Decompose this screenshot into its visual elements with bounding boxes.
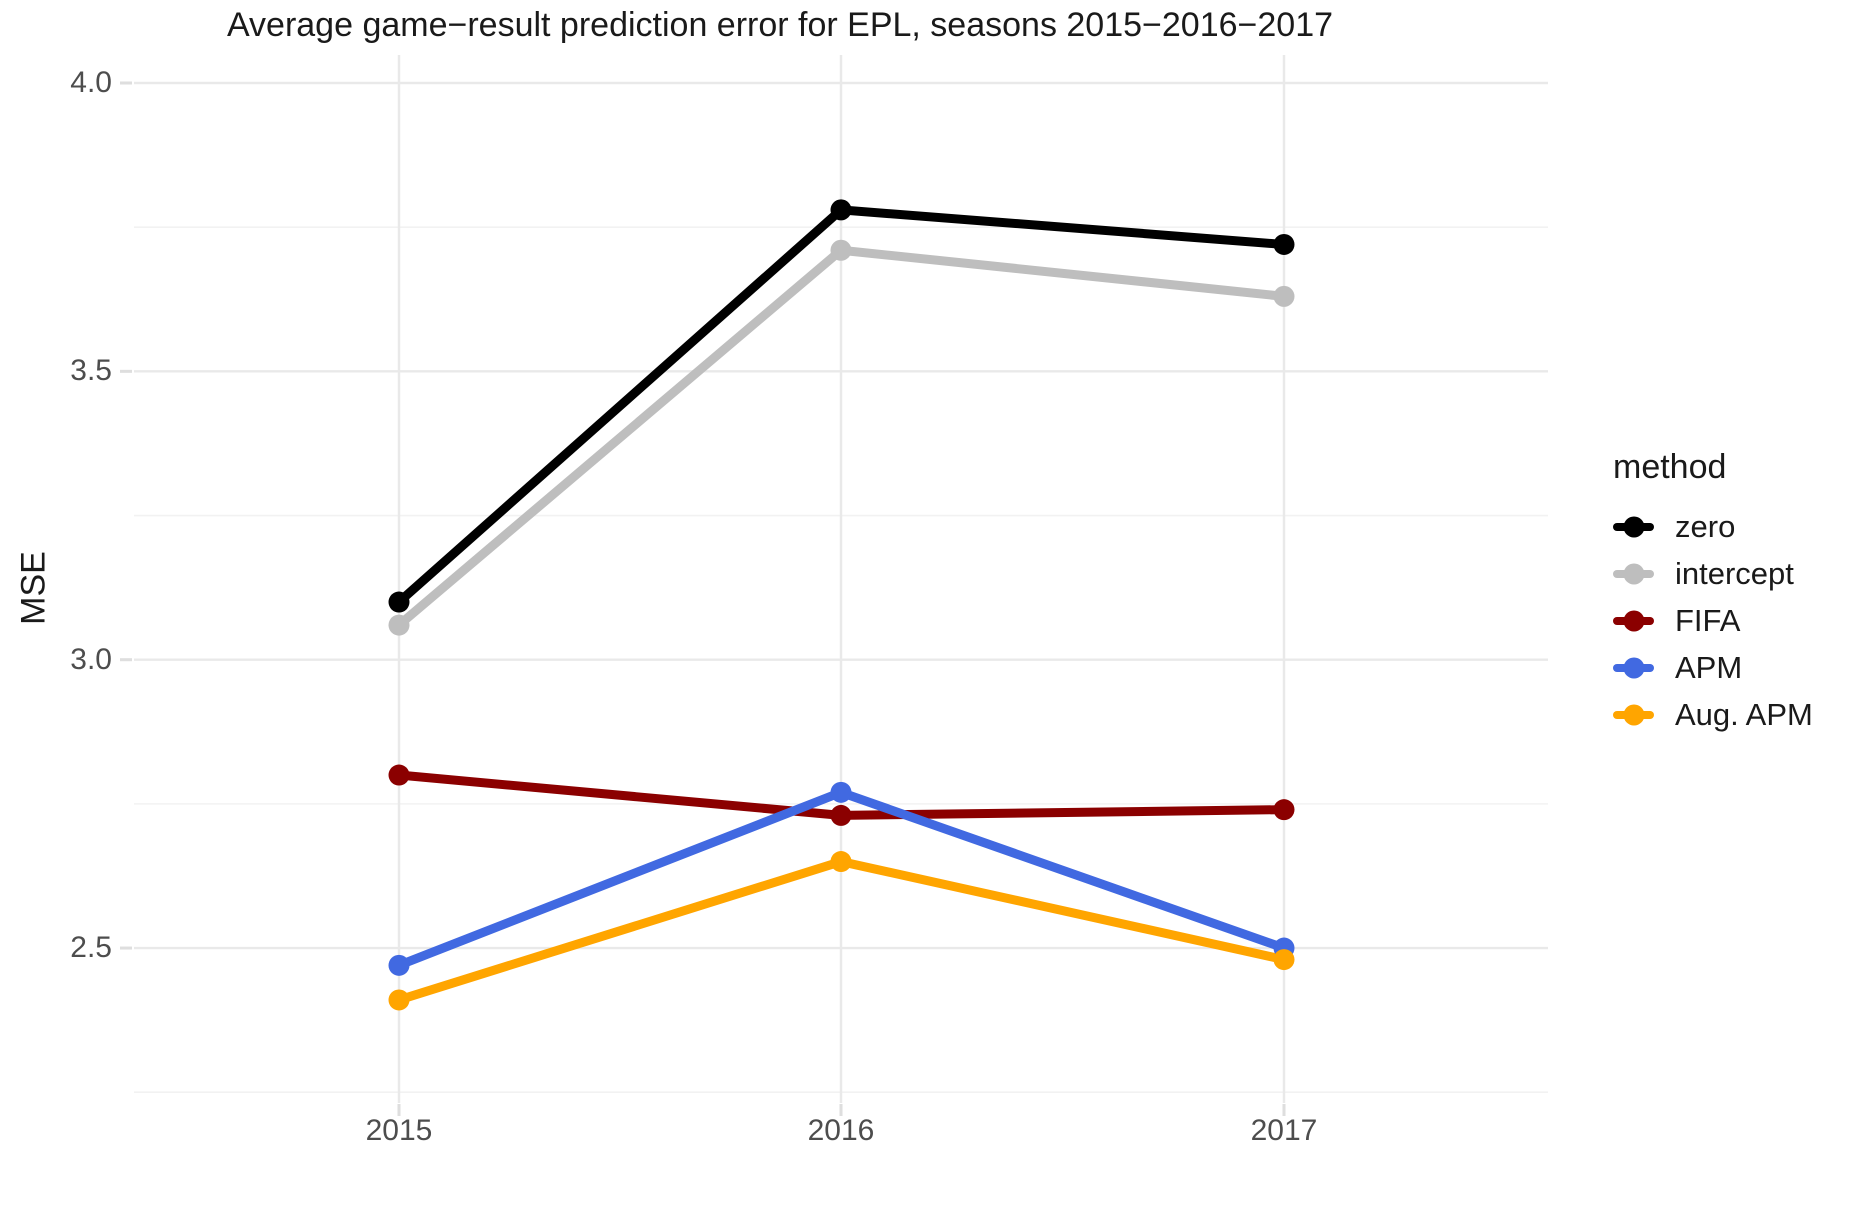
- y-axis-title: MSE: [14, 551, 53, 625]
- data-point: [830, 781, 852, 803]
- legend-key-dot-icon: [1623, 563, 1644, 584]
- data-point: [1273, 799, 1295, 821]
- legend-item-label: Aug. APM: [1675, 696, 1813, 732]
- data-point: [1273, 949, 1295, 971]
- legend-item-apm: APM: [1613, 644, 1813, 691]
- legend-item-fifa: FIFA: [1613, 597, 1813, 644]
- data-point: [388, 954, 410, 976]
- legend-key-dot-icon: [1623, 704, 1644, 725]
- legend-item-label: APM: [1675, 649, 1743, 685]
- data-point: [388, 591, 410, 613]
- chart-title: Average game−result prediction error for…: [226, 6, 1334, 44]
- y-tick-label: 3.0: [70, 642, 112, 676]
- data-point: [830, 239, 852, 261]
- y-tick-label: 3.5: [70, 354, 112, 388]
- data-point: [830, 199, 852, 221]
- legend-item-label: zero: [1675, 508, 1736, 544]
- legend-item-label: FIFA: [1675, 602, 1741, 638]
- data-point: [830, 804, 852, 826]
- legend-key-dot-icon: [1623, 610, 1644, 631]
- legend-item-zero: zero: [1613, 503, 1813, 550]
- data-point: [388, 614, 410, 636]
- legend-key-dot-icon: [1623, 516, 1644, 537]
- data-point: [388, 989, 410, 1011]
- y-tick-label: 2.5: [70, 931, 112, 965]
- legend: method zero intercept FIFA APM Aug. APM: [1613, 448, 1813, 738]
- x-tick-label: 2017: [1250, 1114, 1318, 1147]
- legend-title: method: [1613, 448, 1727, 486]
- legend-key-dot-icon: [1623, 657, 1644, 678]
- x-tick-label: 2015: [365, 1114, 433, 1147]
- legend-item-label: intercept: [1675, 555, 1794, 591]
- legend-key-icon: [1613, 516, 1654, 537]
- data-point: [388, 764, 410, 786]
- y-tick-label: 4.0: [70, 66, 112, 99]
- legend-item-aug-apm: Aug. APM: [1613, 691, 1813, 738]
- data-point: [1273, 285, 1295, 307]
- data-point: [830, 851, 852, 873]
- data-point: [1273, 233, 1295, 255]
- legend-key-icon: [1613, 704, 1654, 725]
- legend-item-intercept: intercept: [1613, 550, 1813, 597]
- legend-key-icon: [1613, 610, 1654, 631]
- legend-key-icon: [1613, 657, 1654, 678]
- legend-key-icon: [1613, 563, 1654, 584]
- x-tick-label: 2016: [807, 1114, 875, 1147]
